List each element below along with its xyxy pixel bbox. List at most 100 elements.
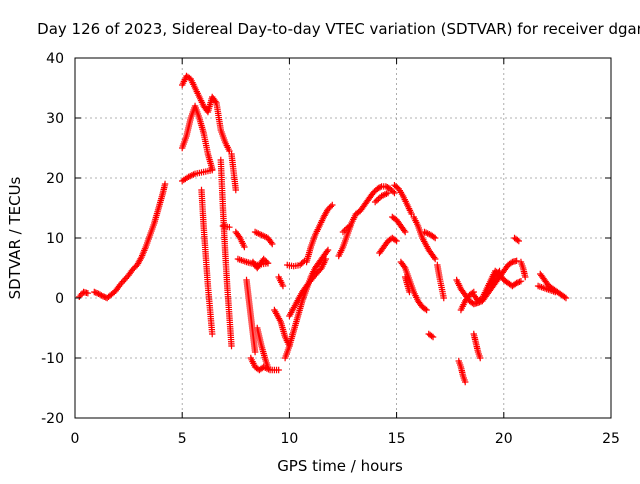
x-tick-label: 15 [388,431,406,447]
data-point [515,237,523,245]
data-point [212,98,219,105]
data-series [232,228,248,251]
data-point [421,305,429,313]
x-tick-label: 25 [602,431,620,447]
data-series [251,228,276,248]
data-series [389,213,409,236]
data-series [243,276,259,356]
data-point [121,276,128,284]
data-point [384,189,392,197]
data-point [431,255,439,263]
y-tick-label: 30 [46,111,64,127]
x-tick-label: 10 [280,431,298,447]
data-point [76,293,83,300]
data-point [129,266,137,273]
data-point [98,292,105,299]
data-point [269,240,276,248]
data-point [391,236,399,244]
data-point [251,348,259,356]
data-point [232,186,239,194]
data-point [507,259,515,267]
data-point [322,255,330,263]
data-series [410,213,439,263]
data-point [263,258,270,265]
data-series [179,167,216,185]
data-series [76,288,92,300]
data-point [228,342,235,350]
data-point [261,257,269,264]
data-point [375,195,382,203]
data-series [198,186,216,338]
y-tick-label: 20 [46,171,64,187]
data-series [339,222,353,236]
data-point [522,273,529,281]
data-point [324,206,332,213]
data-series [179,72,233,155]
tick-layer: 0 5 10 15 20 25 -20 -10 0 10 20 30 40 [41,51,620,447]
data-series [470,267,525,305]
x-axis-label: GPS time / hours [277,457,403,475]
data-point [264,260,272,267]
data-point [264,363,272,371]
data-point [209,165,216,173]
data-point [275,366,282,374]
data-point [119,278,127,285]
data-point [78,290,86,297]
data-layer [76,72,570,386]
data-series [470,330,484,362]
data-point [391,189,398,197]
y-tick-label: 40 [46,51,64,67]
data-series [254,324,272,371]
data-point [226,224,233,231]
data-point [122,275,129,282]
data-series [487,267,503,290]
data-series [91,180,169,302]
data-point [430,254,438,261]
grid-layer [75,58,611,418]
data-point [131,264,138,271]
data-series [421,228,439,242]
data-series [376,234,400,257]
data-point [279,282,287,290]
data-point [326,204,333,211]
y-tick-label: 10 [46,231,64,247]
data-point [369,189,377,197]
data-point [386,185,394,192]
data-series [219,222,233,231]
data-series [391,182,415,218]
data-point [552,288,559,296]
data-series [517,258,529,281]
data-series [401,273,413,296]
y-tick-label: -20 [41,411,64,427]
data-series [284,257,308,270]
data-point [371,198,379,206]
data-point [298,260,305,267]
x-tick-label: 20 [495,431,513,447]
data-point [324,246,332,254]
data-series [217,156,235,350]
data-series [179,102,216,173]
data-point [400,263,408,270]
data-point [389,188,397,195]
data-series [247,354,282,374]
y-tick-label: 0 [55,291,64,307]
data-point [296,261,304,269]
data-point [428,332,435,340]
x-tick-label: 0 [71,431,80,447]
data-series [534,282,559,296]
data-point [429,333,437,341]
data-point [241,243,248,251]
data-point [514,236,521,244]
data-series [286,255,330,320]
data-point [495,269,502,276]
data-point [329,201,336,209]
data-series [434,261,447,302]
data-point [561,293,568,301]
data-series [371,189,392,206]
data-series [275,273,287,290]
data-point [406,288,413,296]
data-point [401,228,409,236]
data-point [496,267,503,275]
data-point [371,188,378,195]
data-point [267,239,275,246]
